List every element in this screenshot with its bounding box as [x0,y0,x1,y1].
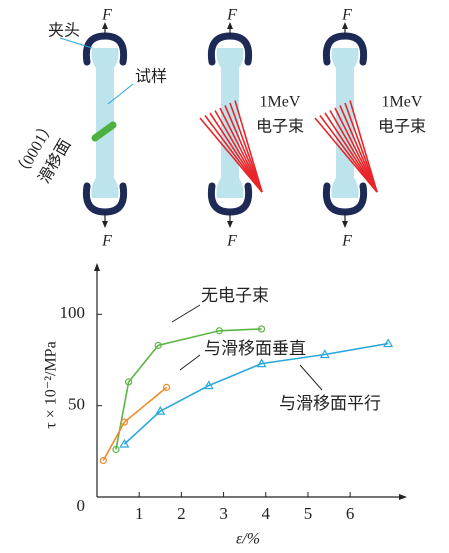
point [384,340,392,347]
leader [180,355,200,370]
grip-label: 夹头 [48,22,80,40]
arrow-head [94,263,100,271]
arrow-head [227,221,233,228]
diagram: F F F F F F [60,7,377,250]
specimen-label: 试样 [135,68,167,86]
series-label: 与滑移面垂直 [204,339,306,358]
x-axis-label: ε/% [236,531,260,548]
series-label: 与滑移面平行 [279,394,381,413]
leader [300,365,322,390]
x-tick-label: 2 [177,504,186,523]
force-label: F [101,7,112,24]
figure: FFFFFF 夹头 试样 （0001） 滑移面 1MeV 电子束 1MeV 电子… [0,0,449,553]
x-tick-label: 4 [262,504,271,523]
arrow-head [399,494,407,500]
x-tick-label: 5 [304,504,313,523]
arrow-head [102,221,108,228]
x-tick-label: 1 [135,504,144,523]
leader [172,305,200,322]
beam-label: 1MeV [382,94,423,111]
beam-label: 电子束 [378,118,426,136]
series-label: 无电子束 [201,286,269,305]
beam-label: 1MeV [260,94,301,111]
specimen [332,48,359,198]
force-label: F [341,233,352,250]
y-axis-label: τ × 10⁻²/MPa [43,341,60,428]
y-tick-label: 0 [77,496,86,515]
chart: 1 2 3 4 5 6 0 50 100 ε/% τ × 10⁻²/MPa 无电子束与滑移面垂直与滑移… [43,263,407,548]
y-tick-label: 100 [60,303,86,322]
x-tick-label: 3 [219,504,228,523]
y-tick-label: 50 [68,395,85,414]
arrow-head [342,221,348,228]
x-tick-label: 6 [346,504,355,523]
force-label: F [226,233,237,250]
specimen [217,48,244,198]
force-label: F [101,233,112,250]
beam-label: 电子束 [256,118,304,136]
force-label: F [226,7,237,24]
force-label: F [341,7,352,24]
